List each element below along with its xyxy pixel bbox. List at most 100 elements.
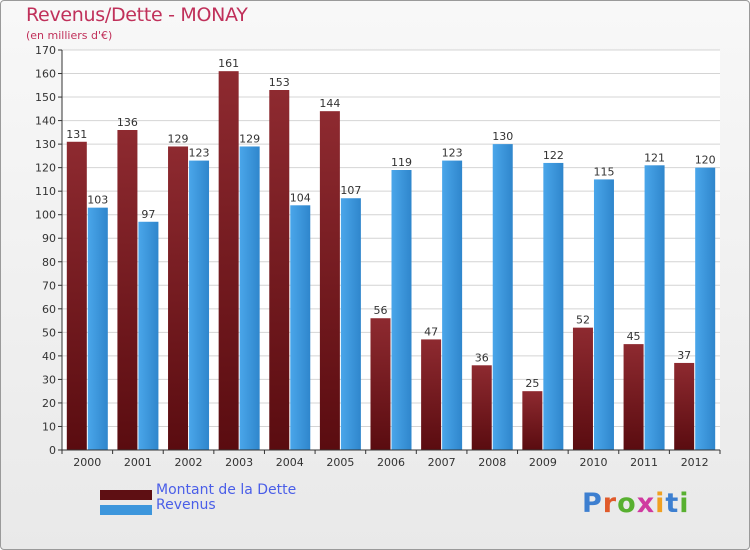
data-label: 47 bbox=[424, 325, 438, 338]
y-tick-label: 130 bbox=[35, 138, 56, 151]
data-label: 122 bbox=[543, 149, 564, 162]
data-labels: 1311031369712912316112915310414410756119… bbox=[66, 57, 715, 390]
x-tick-label: 2000 bbox=[73, 456, 101, 469]
bar-revenus bbox=[189, 160, 210, 450]
bar-dette bbox=[218, 71, 239, 451]
data-label: 45 bbox=[627, 330, 641, 343]
bar-revenus bbox=[593, 179, 614, 451]
data-label: 56 bbox=[374, 304, 388, 317]
y-tick-label: 110 bbox=[35, 185, 56, 198]
bar-revenus bbox=[340, 198, 361, 450]
y-tick-label: 40 bbox=[42, 350, 56, 363]
logo-letter: x bbox=[636, 488, 656, 519]
data-label: 121 bbox=[644, 151, 665, 164]
data-label: 103 bbox=[87, 194, 108, 207]
bar-dette bbox=[117, 130, 138, 450]
bar-revenus bbox=[695, 167, 716, 450]
data-label: 107 bbox=[340, 184, 361, 197]
bar-revenus bbox=[138, 221, 159, 450]
data-label: 153 bbox=[269, 76, 290, 89]
x-tick-label: 2008 bbox=[478, 456, 506, 469]
grid-lines bbox=[62, 49, 720, 451]
y-tick-label: 160 bbox=[35, 68, 56, 81]
y-tick-label: 0 bbox=[49, 444, 56, 457]
legend-label-revenus: Revenus bbox=[156, 497, 216, 513]
bar-revenus bbox=[290, 205, 311, 450]
data-label: 36 bbox=[475, 351, 489, 364]
data-label: 104 bbox=[290, 191, 311, 204]
bar-dette bbox=[674, 362, 695, 450]
y-tick-label: 70 bbox=[42, 279, 56, 292]
x-tick-label: 2003 bbox=[225, 456, 253, 469]
chart-subtitle: (en milliers d'€) bbox=[26, 29, 113, 42]
data-label: 161 bbox=[218, 57, 239, 70]
y-tick-label: 80 bbox=[42, 256, 56, 269]
logo-letter: i bbox=[655, 488, 666, 519]
data-label: 119 bbox=[391, 156, 412, 169]
y-tick-label: 170 bbox=[35, 44, 56, 57]
data-label: 37 bbox=[677, 349, 691, 362]
data-label: 97 bbox=[141, 208, 155, 221]
bar-dette bbox=[319, 111, 340, 451]
data-label: 129 bbox=[168, 132, 189, 145]
chart-title: Revenus/Dette - MONAY bbox=[26, 4, 248, 26]
legend-swatch-dette bbox=[100, 490, 152, 500]
bar-revenus bbox=[87, 207, 108, 450]
bar-dette bbox=[168, 146, 189, 450]
bar-revenus bbox=[442, 160, 463, 450]
data-label: 123 bbox=[442, 147, 463, 160]
y-tick-label: 50 bbox=[42, 326, 56, 339]
y-tick-label: 90 bbox=[42, 232, 56, 245]
data-label: 123 bbox=[189, 147, 210, 160]
logo-letter: r bbox=[602, 488, 618, 519]
y-tick-label: 120 bbox=[35, 162, 56, 175]
x-tick-label: 2012 bbox=[681, 456, 709, 469]
legend-swatch-revenus bbox=[100, 505, 152, 515]
bar-dette bbox=[370, 318, 391, 450]
bar-dette bbox=[421, 339, 442, 450]
plot-area bbox=[62, 50, 720, 450]
y-tick-label: 30 bbox=[42, 373, 56, 386]
data-label: 129 bbox=[239, 132, 260, 145]
x-tick-label: 2005 bbox=[326, 456, 354, 469]
y-tick-label: 60 bbox=[42, 303, 56, 316]
legend-label-dette: Montant de la Dette bbox=[156, 482, 297, 498]
bar-dette bbox=[572, 327, 593, 450]
bar-dette bbox=[66, 141, 87, 450]
data-label: 115 bbox=[593, 165, 614, 178]
x-tick-label: 2011 bbox=[630, 456, 658, 469]
y-axis: 0 10 20 30 40 50 60 70 80 90 100 110 120 130 140 150 160… bbox=[35, 44, 63, 457]
y-tick-label: 100 bbox=[35, 209, 56, 222]
data-label: 120 bbox=[695, 154, 716, 167]
x-tick-label: 2010 bbox=[579, 456, 607, 469]
bar-revenus bbox=[391, 170, 412, 450]
x-tick-label: 2009 bbox=[529, 456, 557, 469]
logo-letter: P bbox=[582, 488, 603, 519]
x-tick-label: 2004 bbox=[276, 456, 304, 469]
y-tick-label: 10 bbox=[42, 420, 56, 433]
bar-dette bbox=[623, 344, 644, 450]
x-tick-label: 2007 bbox=[428, 456, 456, 469]
bar-dette bbox=[471, 365, 492, 450]
x-axis: 2000 2001 2002 2003 2004 2005 2006 2007 2008 2009… bbox=[61, 449, 721, 469]
x-tick-label: 2001 bbox=[124, 456, 152, 469]
data-label: 130 bbox=[492, 130, 513, 143]
bar-revenus bbox=[239, 146, 260, 450]
data-label: 136 bbox=[117, 116, 138, 129]
data-label: 25 bbox=[525, 377, 539, 390]
bar-revenus bbox=[492, 144, 513, 450]
data-label: 131 bbox=[66, 128, 87, 141]
bar-dette bbox=[522, 391, 543, 450]
data-label: 144 bbox=[319, 97, 340, 110]
bars bbox=[66, 71, 716, 451]
logo-letter: t bbox=[665, 488, 680, 519]
x-tick-label: 2002 bbox=[175, 456, 203, 469]
logo-letter: o bbox=[617, 488, 637, 519]
bar-revenus bbox=[644, 165, 665, 450]
y-tick-label: 20 bbox=[42, 397, 56, 410]
proxiti-logo: Proxiti bbox=[582, 488, 690, 519]
x-tick-label: 2006 bbox=[377, 456, 405, 469]
y-tick-label: 150 bbox=[35, 91, 56, 104]
bar-revenus bbox=[543, 162, 564, 451]
